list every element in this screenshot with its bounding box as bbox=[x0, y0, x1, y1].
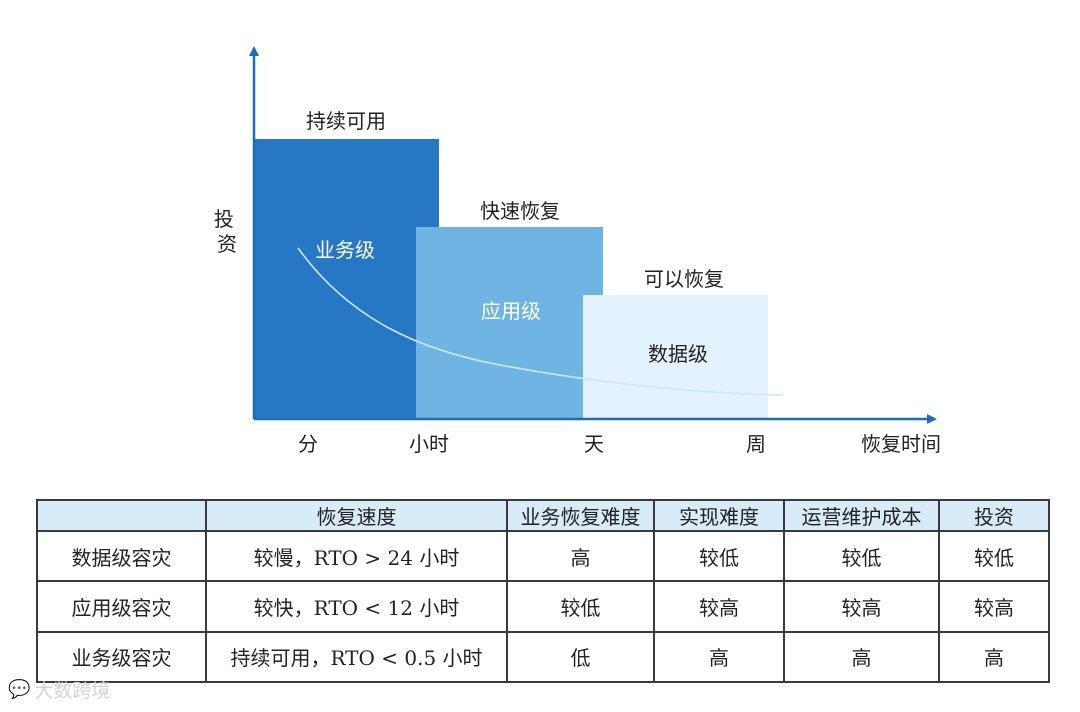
y-axis-label: 投 资 bbox=[214, 207, 240, 256]
row-label: 应用级容灾 bbox=[36, 580, 207, 633]
table-cell: 高 bbox=[783, 630, 940, 684]
header-cell: 运营维护成本 bbox=[783, 499, 940, 532]
chat-bubble-icon: 💬 bbox=[8, 679, 31, 700]
row-label: 业务级容灾 bbox=[36, 630, 207, 684]
table-cell: 高 bbox=[653, 630, 785, 684]
table-cell: 较高 bbox=[653, 580, 785, 633]
table-cell: 较低 bbox=[653, 529, 785, 583]
header-cell-blank bbox=[36, 499, 207, 532]
watermark-text: 大数跨境 bbox=[34, 680, 111, 702]
tier-header-data: 可以恢复 bbox=[644, 267, 724, 291]
table-cell: 较快，RTO < 12 小时 bbox=[205, 580, 508, 633]
table-row: 业务级容灾 持续可用，RTO < 0.5 小时 低 高 高 高 bbox=[36, 630, 1050, 684]
header-cell: 实现难度 bbox=[653, 499, 785, 532]
table-cell: 较慢，RTO > 24 小时 bbox=[205, 529, 508, 583]
tier-block-application bbox=[416, 227, 603, 419]
x-tick-hour: 小时 bbox=[409, 432, 449, 456]
tier-header-application: 快速恢复 bbox=[480, 199, 560, 223]
table-cell: 持续可用，RTO < 0.5 小时 bbox=[205, 630, 508, 684]
table-cell: 较高 bbox=[783, 580, 940, 633]
x-tick-minute: 分 bbox=[298, 432, 318, 456]
x-tick-week: 周 bbox=[746, 432, 766, 456]
table-row: 应用级容灾 较快，RTO < 12 小时 较低 较高 较高 较高 bbox=[36, 580, 1050, 633]
investment-curve bbox=[297, 247, 784, 396]
comparison-table: 恢复速度 业务恢复难度 实现难度 运营维护成本 投资 数据级容灾 较慢，RTO … bbox=[36, 499, 1050, 684]
table-cell: 较低 bbox=[506, 580, 655, 633]
tier-name-data: 数据级 bbox=[648, 342, 708, 366]
table-row: 数据级容灾 较慢，RTO > 24 小时 高 较低 较低 较低 bbox=[36, 529, 1050, 583]
row-label: 数据级容灾 bbox=[36, 529, 207, 583]
watermark: 💬 大数跨境 bbox=[8, 676, 110, 703]
tier-block-business bbox=[254, 139, 439, 419]
x-axis-label: 恢复时间 bbox=[861, 432, 941, 456]
table-cell: 高 bbox=[506, 529, 655, 583]
tier-block-data bbox=[583, 295, 768, 419]
table-cell: 较高 bbox=[938, 580, 1050, 633]
table-cell: 较低 bbox=[938, 529, 1050, 583]
table-cell: 较低 bbox=[783, 529, 940, 583]
header-cell: 恢复速度 bbox=[205, 499, 508, 532]
header-cell: 业务恢复难度 bbox=[506, 499, 655, 532]
table-cell: 高 bbox=[938, 630, 1050, 684]
header-cell: 投资 bbox=[938, 499, 1050, 532]
tier-header-business: 持续可用 bbox=[306, 109, 386, 133]
tier-name-application: 应用级 bbox=[481, 299, 541, 323]
disaster-recovery-diagram: 持续可用 快速恢复 可以恢复 业务级 应用级 数据级 投 资 分 小时 天 周 … bbox=[214, 46, 941, 456]
x-tick-day: 天 bbox=[584, 432, 604, 456]
tier-name-business: 业务级 bbox=[315, 238, 375, 262]
table-cell: 低 bbox=[506, 630, 655, 684]
table-header-row: 恢复速度 业务恢复难度 实现难度 运营维护成本 投资 bbox=[36, 499, 1050, 532]
